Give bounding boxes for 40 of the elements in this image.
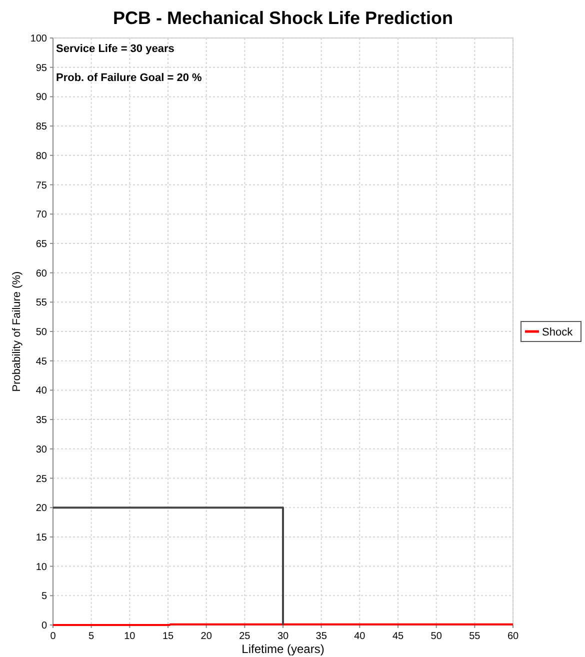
x-tick-label: 25 [239, 631, 251, 642]
y-tick-label: 70 [36, 210, 48, 221]
y-tick-label: 95 [36, 62, 48, 74]
y-tick-label: 75 [36, 180, 48, 192]
y-axis-title: Probability of Failure (%) [11, 271, 23, 392]
y-tick-label: 45 [36, 356, 48, 368]
y-tick-label: 0 [41, 620, 48, 632]
y-tick-label: 25 [36, 474, 48, 485]
y-tick-label: 10 [36, 562, 48, 573]
y-tick-label: 20 [36, 503, 48, 514]
x-tick-label: 10 [124, 631, 136, 642]
chart-title: PCB - Mechanical Shock Life Prediction [112, 8, 454, 28]
y-tick-label: 35 [36, 415, 48, 426]
x-tick-label: 45 [392, 631, 404, 642]
y-tick-label: 90 [36, 92, 48, 104]
y-tick-label: 65 [36, 238, 48, 250]
x-tick-label: 5 [88, 631, 95, 642]
x-tick-label: 35 [316, 631, 328, 642]
x-axis-title: Lifetime (years) [242, 642, 324, 656]
y-tick-label: 50 [36, 327, 48, 338]
y-tick-label: 40 [36, 386, 48, 397]
y-tick-label: 80 [36, 150, 48, 162]
y-tick-label: 5 [41, 591, 48, 602]
y-tick-label: 55 [36, 298, 48, 309]
legend-label: Shock [542, 326, 574, 338]
x-tick-label: 50 [430, 631, 442, 642]
x-tick-label: 60 [507, 631, 519, 642]
annotation: Service Life = 30 years [56, 43, 174, 55]
x-tick-label: 40 [354, 631, 366, 642]
x-tick-label: 30 [277, 631, 289, 642]
x-tick-label: 15 [162, 631, 174, 642]
x-tick-label: 0 [50, 631, 56, 642]
x-tick-label: 55 [469, 631, 481, 642]
y-tick-label: 60 [36, 268, 48, 280]
y-tick-label: 100 [30, 34, 48, 44]
y-tick-label: 85 [36, 122, 48, 133]
annotation: Prob. of Failure Goal = 20 % [56, 72, 202, 84]
y-tick-label: 15 [36, 532, 48, 544]
y-tick-label: 30 [36, 444, 48, 456]
x-tick-label: 20 [200, 631, 212, 642]
